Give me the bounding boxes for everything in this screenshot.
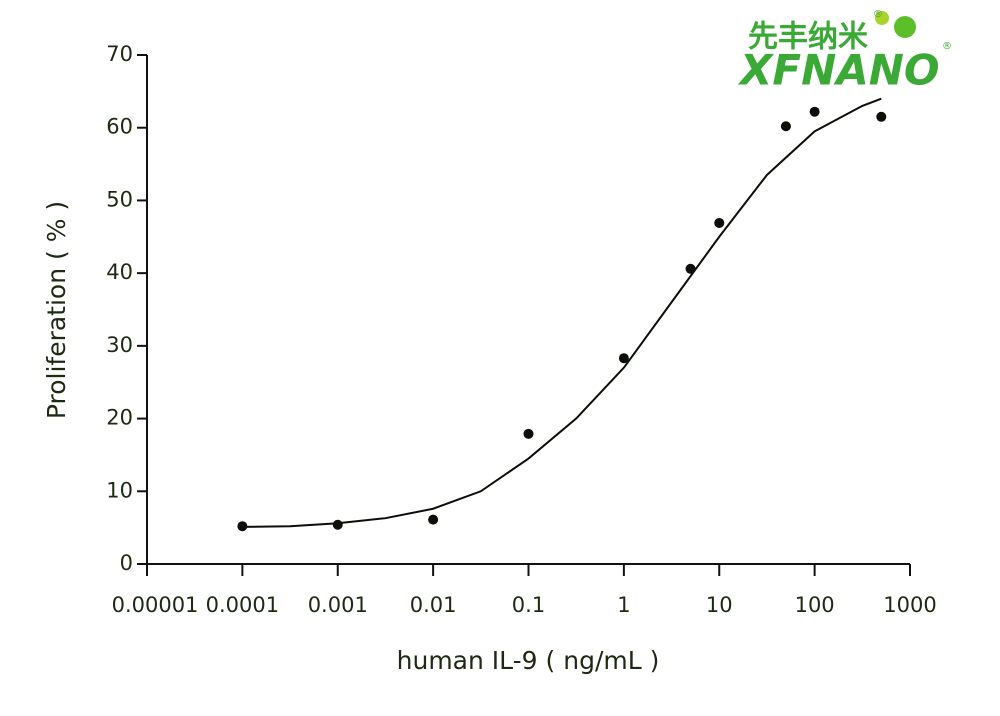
logo-en: XFNANO (737, 46, 940, 95)
logo-mark: ® (873, 9, 883, 20)
logo-dot (875, 11, 889, 25)
x-tick-label: 0.00001 (112, 593, 199, 617)
point (523, 428, 534, 439)
logo-cn: 先丰纳米 (748, 20, 868, 55)
fit-curve (242, 97, 882, 528)
y-tick-label: 60 (106, 115, 133, 139)
point (809, 106, 820, 117)
y-tick-label: 20 (106, 406, 133, 430)
point (685, 263, 696, 274)
y-axis-label: Proliferation ( % ) (42, 201, 71, 419)
point (876, 111, 887, 122)
y-tick-label: 50 (106, 187, 133, 211)
x-axis-label: human IL-9 ( ng/mL ) (397, 646, 660, 675)
point (428, 514, 439, 525)
x-tick-label: 1000 (883, 593, 936, 617)
x-tick-label: 10 (706, 593, 733, 617)
x-tick-label: 0.1 (512, 593, 545, 617)
x-tick-label: 0.01 (410, 593, 457, 617)
x-tick-label: 0.0001 (206, 593, 279, 617)
point (618, 353, 629, 364)
y-tick-label: 0 (120, 551, 133, 575)
point (780, 121, 791, 132)
point (332, 519, 343, 530)
x-tick-label: 0.001 (308, 593, 368, 617)
x-tick-label: 100 (795, 593, 835, 617)
point (714, 217, 725, 228)
logo-dot (894, 16, 916, 38)
y-tick-label: 40 (106, 260, 133, 284)
logo-mark: ® (942, 41, 952, 52)
y-tick-label: 10 (106, 478, 133, 502)
y-tick-label: 30 (106, 333, 133, 357)
point (237, 521, 248, 532)
y-tick-label: 70 (106, 42, 133, 66)
x-tick-label: 1 (617, 593, 630, 617)
